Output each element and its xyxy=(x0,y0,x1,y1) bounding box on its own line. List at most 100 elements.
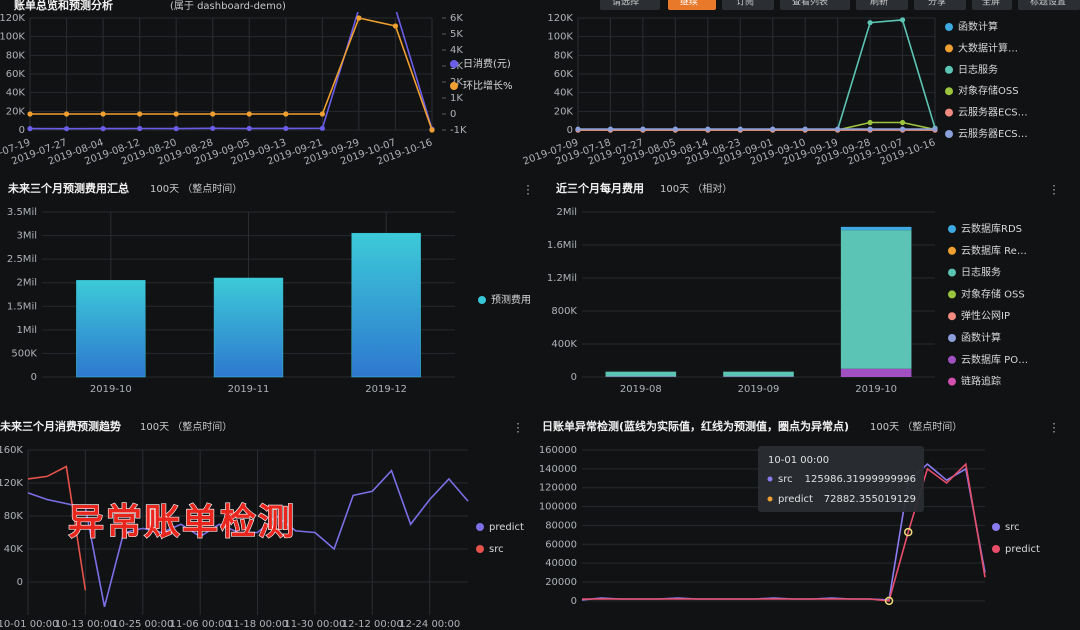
legend-label: 链路追踪 xyxy=(961,375,1001,388)
legend-marker xyxy=(948,225,956,233)
y-tick-label: 3Mil xyxy=(16,231,37,242)
point xyxy=(867,126,873,132)
legend-label: 云数据库 PO… xyxy=(961,353,1028,366)
y-tick-label: 120K xyxy=(0,478,23,489)
x-tick-label: 12-24 00:00 xyxy=(399,619,460,630)
point xyxy=(429,127,435,133)
legend-label: 日消费(元) xyxy=(463,57,511,70)
y-tick-label: 0 xyxy=(571,372,577,383)
legend-marker xyxy=(945,65,953,74)
tooltip-dot xyxy=(767,476,773,482)
toolbar-button[interactable] xyxy=(856,0,908,10)
legend-marker xyxy=(945,44,953,53)
panel-menu[interactable]: ⋮ xyxy=(1048,421,1060,435)
point xyxy=(899,126,906,132)
point xyxy=(27,111,33,117)
tooltip: 10-01 00:00 src 125986.31999999996 predi… xyxy=(758,446,924,512)
y-tick-label: 100K xyxy=(0,32,25,43)
y-tick-label: 0 xyxy=(567,125,573,136)
y-tick-label: 2Mil xyxy=(16,278,37,289)
point xyxy=(63,111,70,117)
toolbar-button[interactable] xyxy=(914,0,966,10)
tooltip-series: src xyxy=(778,474,793,485)
y2-tick-label: 2K xyxy=(450,77,463,88)
y-tick-label: 40K xyxy=(6,88,26,99)
x-tick-label: 11-06 00:00 xyxy=(170,619,231,630)
point xyxy=(246,125,252,132)
legend-marker xyxy=(948,312,956,321)
point xyxy=(137,111,143,117)
point xyxy=(575,126,581,132)
legend-marker xyxy=(948,377,956,386)
toolbar-label: 分享 xyxy=(928,0,946,8)
point xyxy=(640,126,646,132)
y2-tick-label: 0 xyxy=(450,109,456,120)
legend-marker xyxy=(948,290,956,299)
legend-label: 函数计算 xyxy=(961,331,1001,344)
toolbar-button[interactable] xyxy=(668,0,716,10)
legend-marker xyxy=(945,130,953,138)
y-tick-label: 2Mil xyxy=(556,207,577,218)
legend-marker xyxy=(476,523,484,531)
x-tick-label: 2019-08 xyxy=(620,384,662,395)
y-tick-label: 60000 xyxy=(545,539,577,550)
legend-label: src xyxy=(489,544,504,555)
legend-label: 云服务器ECS… xyxy=(958,106,1028,119)
legend-marker xyxy=(450,82,458,90)
chart-subtitle: (属于 dashboard-demo) xyxy=(170,0,286,12)
y-tick-label: 0 xyxy=(17,577,23,588)
bar xyxy=(76,280,146,378)
series-line xyxy=(30,17,433,131)
x-tick-label: 10-25 00:00 xyxy=(112,619,173,630)
y-tick-label: 0 xyxy=(19,125,25,136)
point xyxy=(867,20,873,26)
y-tick-label: 400K xyxy=(551,339,577,350)
y-tick-label: 1.2Mil xyxy=(547,273,577,284)
point xyxy=(899,17,906,23)
legend-marker xyxy=(945,87,953,96)
y-tick-label: 60K xyxy=(554,69,574,80)
y2-tick-label: 6K xyxy=(450,13,463,24)
point xyxy=(607,126,614,132)
panel-menu[interactable]: ⋮ xyxy=(512,421,524,435)
y-tick-label: 40K xyxy=(4,544,24,555)
point xyxy=(392,23,399,29)
y-tick-label: 80K xyxy=(554,50,574,61)
chart-subtitle: 100天 （整点时间） xyxy=(150,182,242,195)
y-tick-label: 20K xyxy=(554,106,574,117)
toolbar-button[interactable] xyxy=(1018,0,1080,10)
panel-menu[interactable]: ⋮ xyxy=(1048,183,1060,197)
toolbar-button[interactable] xyxy=(722,0,774,10)
legend-label: 函数计算 xyxy=(958,20,998,33)
toolbar-label: 全屏 xyxy=(982,0,1000,8)
series-line xyxy=(29,12,433,130)
tooltip-value: 125986.31999999996 xyxy=(805,474,916,485)
toolbar-label: 刷新 xyxy=(870,0,888,8)
overlay-text: 异常账单检测 xyxy=(68,502,296,543)
point xyxy=(356,15,362,21)
tooltip-box xyxy=(758,446,924,512)
y2-tick-label: -1K xyxy=(450,125,467,136)
legend-label: predict xyxy=(1005,544,1040,555)
toolbar-button[interactable] xyxy=(600,0,660,10)
chart-title: 账单总览和预测分析 xyxy=(14,0,113,12)
bar-segment xyxy=(840,226,912,231)
bar-segment xyxy=(723,371,794,377)
y-tick-label: 20000 xyxy=(545,577,577,588)
toolbar-label: 订阅 xyxy=(736,0,754,8)
y-tick-label: 500K xyxy=(11,348,37,359)
point xyxy=(835,126,841,132)
toolbar-button[interactable] xyxy=(972,0,1012,10)
legend-marker xyxy=(948,334,956,342)
chart-title: 日账单异常检测(蓝线为实际值，红线为预测值，圈点为异常点) xyxy=(542,419,849,433)
y2-tick-label: 1K xyxy=(450,93,463,104)
legend-label: 云数据库 Re… xyxy=(961,244,1027,257)
x-tick-label: 12-12 00:00 xyxy=(342,619,403,630)
point xyxy=(319,111,325,117)
legend-label: 日志服务 xyxy=(961,266,1001,279)
y-tick-label: 140000 xyxy=(539,464,577,475)
toolbar-button[interactable] xyxy=(780,0,850,10)
x-tick-label: 11-18 00:00 xyxy=(227,619,288,630)
point xyxy=(770,126,776,132)
panel-menu[interactable]: ⋮ xyxy=(522,183,534,197)
